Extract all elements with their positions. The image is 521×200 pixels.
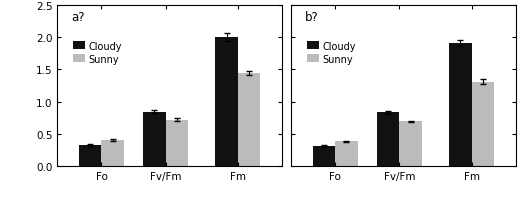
Legend: Cloudy, Sunny: Cloudy, Sunny [71, 40, 124, 66]
Bar [472, 82, 494, 166]
Bar [449, 44, 472, 166]
Bar [335, 142, 357, 166]
Legend: Cloudy, Sunny: Cloudy, Sunny [305, 40, 358, 66]
Text: b?: b? [305, 11, 318, 24]
Bar [102, 140, 124, 166]
Bar [79, 146, 102, 166]
Bar [377, 113, 400, 166]
Bar [166, 120, 188, 166]
Bar [313, 146, 335, 166]
Bar [143, 112, 166, 166]
Bar [238, 74, 260, 166]
Bar [400, 122, 422, 166]
Text: a?: a? [71, 11, 84, 24]
Bar [216, 38, 238, 166]
